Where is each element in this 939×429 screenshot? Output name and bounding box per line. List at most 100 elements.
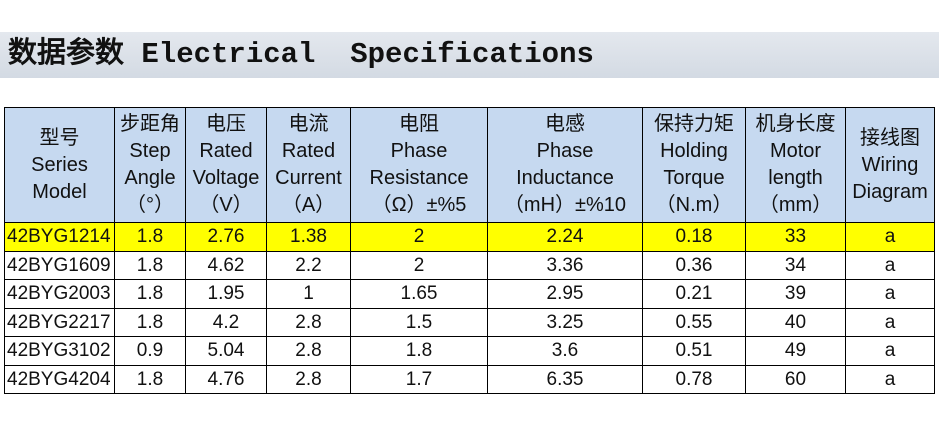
header-line: Series — [31, 153, 88, 176]
data-cell: 42BYG2217 — [4, 307, 115, 337]
data-cell: 49 — [745, 336, 846, 366]
header-line: length — [768, 167, 823, 189]
header-cell: 电感 Phase Inductance （mH）±%10 — [487, 107, 643, 223]
data-cell: 2 — [350, 222, 488, 252]
data-cell: 33 — [745, 222, 846, 252]
data-cell: 2.95 — [487, 279, 643, 309]
data-row: 42BYG2217 1.8 4.2 2.8 1.5 3.25 0.55 40 a — [4, 307, 935, 337]
data-cell: 39 — [745, 279, 846, 309]
header-cell: 接线图 Wiring Diagram — [845, 107, 935, 223]
header-line: 型号 — [39, 126, 80, 149]
data-row: 42BYG2003 1.8 1.95 1 1.65 2.95 0.21 39 a — [4, 279, 935, 309]
header-cell: 型号 Series Model — [4, 107, 115, 223]
header-cell: 步距角 Step Angle （°） — [114, 107, 186, 223]
header-line: Angle — [124, 167, 176, 189]
spec-table: 型号 Series Model 步距角 Step Angle （°） 电压 Rated Volta… — [4, 107, 935, 394]
header-line: Phase — [536, 140, 594, 162]
data-row: 42BYG1214 1.8 2.76 1.38 2 2.24 0.18 33 a — [4, 222, 935, 252]
header-line: Model — [32, 180, 87, 203]
header-line: Diagram — [852, 180, 928, 203]
data-row: 42BYG1609 1.8 4.62 2.2 2 3.36 0.36 34 a — [4, 250, 935, 280]
header-line: 电流 — [288, 113, 329, 135]
title: 数据参数 Electrical Specifications — [8, 38, 594, 71]
data-cell: 2.24 — [487, 222, 643, 252]
header-line: Current — [275, 167, 342, 189]
header-line: Step — [129, 140, 171, 162]
data-cell: 0.51 — [642, 336, 746, 366]
header-line: Torque — [663, 167, 725, 189]
data-cell: 2.8 — [266, 307, 351, 337]
data-cell: 0.36 — [642, 250, 746, 280]
data-cell: a — [845, 336, 935, 366]
header-line: Phase — [390, 140, 448, 162]
header-line: 接线图 — [860, 126, 920, 149]
data-cell: 42BYG4204 — [4, 364, 115, 394]
header-line: （mH）±%10 — [503, 194, 627, 216]
header-line: Wiring — [861, 153, 919, 176]
data-cell: 42BYG3102 — [4, 336, 115, 366]
header-line: Inductance — [516, 167, 614, 189]
table-body: 42BYG1214 1.8 2.76 1.38 2 2.24 0.18 33 a 42BYG160… — [4, 222, 935, 394]
title-bar: 数据参数 Electrical Specifications — [0, 32, 939, 78]
header-row: 型号 Series Model 步距角 Step Angle （°） 电压 Rated Volta… — [4, 107, 935, 223]
data-cell: 42BYG1214 — [4, 222, 115, 252]
data-cell: 1.38 — [266, 222, 351, 252]
header-line: （mm） — [758, 194, 833, 216]
header-line: （N.m） — [655, 194, 733, 216]
data-cell: 42BYG2003 — [4, 279, 115, 309]
data-row: 42BYG4204 1.8 4.76 2.8 1.7 6.35 0.78 60 a — [4, 364, 935, 394]
data-cell: a — [845, 364, 935, 394]
data-cell: 2.76 — [185, 222, 267, 252]
header-line: 电感 — [545, 113, 585, 135]
data-cell: 4.2 — [185, 307, 267, 337]
data-cell: 2 — [350, 250, 488, 280]
data-cell: 3.6 — [487, 336, 643, 366]
data-cell: 1 — [266, 279, 351, 309]
data-cell: 6.35 — [487, 364, 643, 394]
data-cell: 1.5 — [350, 307, 488, 337]
data-cell: 42BYG1609 — [4, 250, 115, 280]
header-cell: 机身长度 Motor length （mm） — [745, 107, 846, 223]
data-cell: 40 — [745, 307, 846, 337]
data-cell: 0.21 — [642, 279, 746, 309]
data-cell: a — [845, 307, 935, 337]
data-cell: 1.7 — [350, 364, 488, 394]
data-cell: 34 — [745, 250, 846, 280]
data-cell: 0.55 — [642, 307, 746, 337]
header-line: Rated — [281, 140, 336, 162]
data-cell: 4.62 — [185, 250, 267, 280]
data-cell: 3.25 — [487, 307, 643, 337]
header-line: Motor — [769, 140, 822, 162]
header-line: Voltage — [192, 167, 260, 189]
data-cell: a — [845, 250, 935, 280]
data-cell: a — [845, 222, 935, 252]
data-cell: 60 — [745, 364, 846, 394]
data-row: 42BYG3102 0.9 5.04 2.8 1.8 3.6 0.51 49 a — [4, 336, 935, 366]
data-cell: 1.8 — [114, 307, 186, 337]
header-line: Holding — [660, 140, 728, 162]
data-cell: 1.8 — [114, 250, 186, 280]
data-cell: 1.8 — [114, 222, 186, 252]
data-cell: 2.2 — [266, 250, 351, 280]
data-cell: 2.8 — [266, 364, 351, 394]
data-cell: 5.04 — [185, 336, 267, 366]
header-line: （Ω）±%5 — [371, 194, 467, 216]
data-cell: a — [845, 279, 935, 309]
data-cell: 0.78 — [642, 364, 746, 394]
header-cell: 电压 Rated Voltage （V） — [185, 107, 267, 223]
header-line: 电压 — [206, 113, 246, 135]
data-cell: 1.8 — [114, 279, 186, 309]
header-line: 电阻 — [399, 113, 439, 135]
data-cell: 0.18 — [642, 222, 746, 252]
header-line: 保持力矩 — [654, 113, 734, 135]
header-line: 步距角 — [120, 113, 180, 135]
data-cell: 1.8 — [114, 364, 186, 394]
header-cell: 保持力矩 Holding Torque （N.m） — [642, 107, 746, 223]
data-cell: 2.8 — [266, 336, 351, 366]
header-cell: 电阻 Phase Resistance （Ω）±%5 — [350, 107, 488, 223]
data-cell: 0.9 — [114, 336, 186, 366]
header-line: Rated — [199, 140, 253, 162]
data-cell: 1.65 — [350, 279, 488, 309]
header-line: Resistance — [369, 167, 469, 189]
